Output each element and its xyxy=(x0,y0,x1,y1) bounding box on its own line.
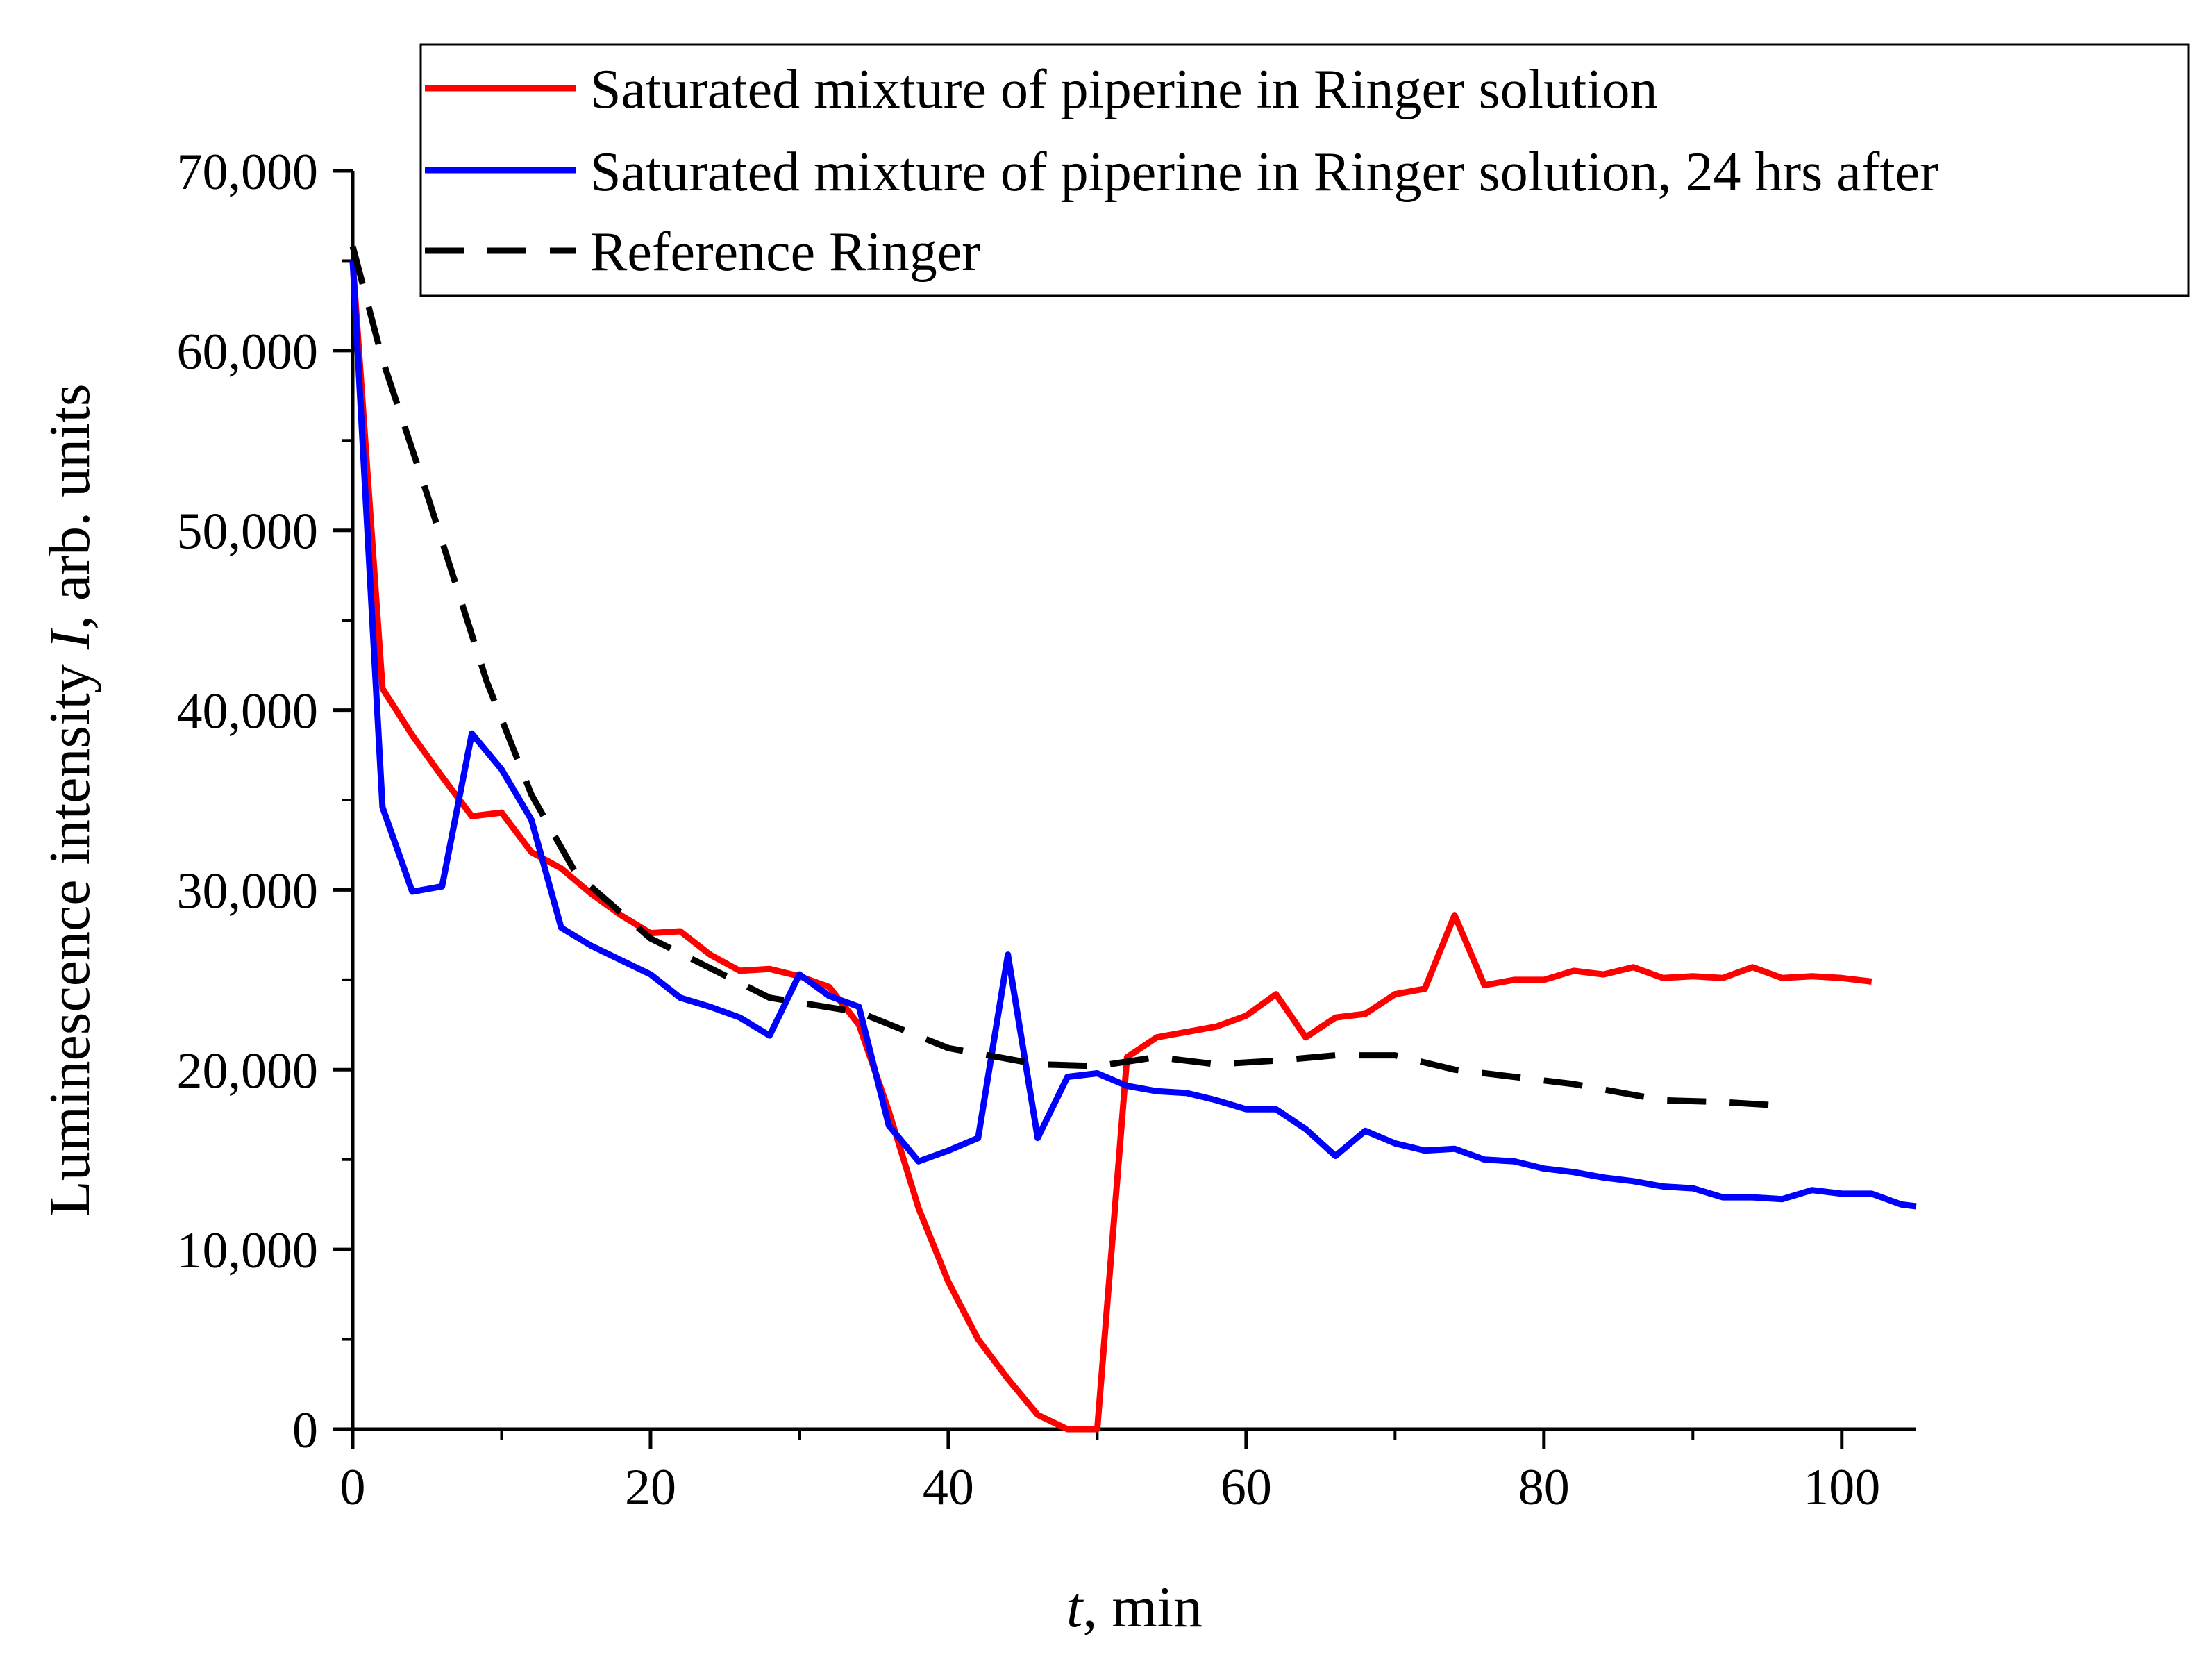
y-axis-prefix: Luminescence intensity xyxy=(37,649,102,1216)
x-tick-label-2: 40 xyxy=(923,1459,974,1516)
x-tick-label-5: 100 xyxy=(1803,1459,1880,1516)
y-tick-label-2: 20,000 xyxy=(177,1042,319,1099)
series-line-3 xyxy=(349,245,1783,1109)
legend-box xyxy=(419,43,2190,297)
y-tick-label-0: 0 xyxy=(292,1402,318,1459)
series-lines xyxy=(349,245,1917,1433)
y-axis-suffix: , arb. units xyxy=(37,383,102,630)
x-tick-label-0: 0 xyxy=(340,1459,366,1516)
legend-label-series-1: Saturated mixture of piperine in Ringer … xyxy=(590,59,1657,120)
legend-label-series-2: Saturated mixture of piperine in Ringer … xyxy=(590,142,1938,203)
y-tick-label-4: 40,000 xyxy=(177,683,319,740)
series-line-1 xyxy=(349,260,1872,1433)
y-axis-title: Luminescence intensity I, arb. units xyxy=(37,383,102,1216)
x-tick-label-4: 80 xyxy=(1518,1459,1570,1516)
x-tick-label-3: 60 xyxy=(1221,1459,1272,1516)
y-tick-label-7: 70,000 xyxy=(177,144,319,201)
legend-label-series-3: Reference Ringer xyxy=(590,222,980,283)
y-tick-label-5: 50,000 xyxy=(177,503,319,560)
ticks: 0 20 40 60 80 100 0 10,000 20,000 30,000 40,000 50,… xyxy=(177,144,1881,1516)
x-axis-unit: , min xyxy=(1082,1575,1203,1640)
y-tick-label-6: 60,000 xyxy=(177,324,319,381)
y-tick-label-1: 10,000 xyxy=(177,1222,319,1279)
series-line-2 xyxy=(349,260,1917,1210)
legend: Saturated mixture of piperine in Ringer … xyxy=(419,43,2190,297)
x-axis-title: t, min xyxy=(1066,1575,1203,1640)
y-axis-variable: I xyxy=(37,627,102,650)
y-tick-label-3: 30,000 xyxy=(177,863,319,919)
x-axis-variable: t xyxy=(1066,1575,1084,1640)
x-tick-label-1: 20 xyxy=(625,1459,676,1516)
